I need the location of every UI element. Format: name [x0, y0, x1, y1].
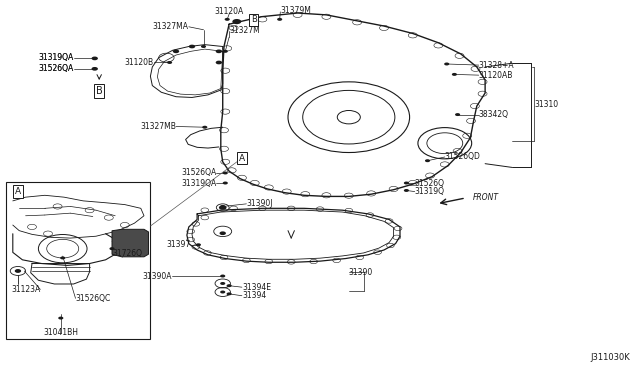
Text: 31041BH: 31041BH: [44, 328, 78, 337]
Text: 31327MB: 31327MB: [140, 122, 176, 131]
Text: 31327M: 31327M: [229, 26, 260, 35]
Circle shape: [60, 256, 65, 259]
Circle shape: [227, 284, 232, 287]
Text: 38342Q: 38342Q: [479, 110, 509, 119]
Text: 31526QC: 31526QC: [76, 294, 111, 303]
Circle shape: [232, 19, 241, 24]
Text: 31310: 31310: [534, 100, 559, 109]
Circle shape: [220, 291, 225, 294]
Text: A: A: [15, 187, 21, 196]
Text: J311030K: J311030K: [591, 353, 630, 362]
Text: 31319Q: 31319Q: [415, 187, 445, 196]
Text: 31394E: 31394E: [242, 283, 271, 292]
Circle shape: [425, 159, 430, 162]
Circle shape: [58, 317, 63, 320]
Text: 31390A: 31390A: [142, 272, 172, 280]
Circle shape: [452, 73, 457, 76]
Bar: [6, 182, 150, 339]
Circle shape: [109, 247, 115, 250]
Circle shape: [216, 49, 222, 53]
Circle shape: [277, 18, 282, 21]
Text: B: B: [251, 15, 257, 24]
Circle shape: [202, 126, 207, 129]
Circle shape: [404, 189, 409, 192]
Circle shape: [189, 45, 195, 48]
Circle shape: [444, 62, 449, 65]
Text: 31397: 31397: [166, 240, 191, 249]
Circle shape: [227, 292, 232, 295]
Text: 31328+A: 31328+A: [479, 61, 515, 70]
Text: A: A: [239, 154, 245, 163]
Circle shape: [220, 205, 225, 208]
Circle shape: [219, 205, 227, 210]
Circle shape: [220, 282, 225, 285]
Circle shape: [220, 275, 225, 278]
Circle shape: [455, 113, 460, 116]
Text: 31726Q: 31726Q: [112, 249, 142, 258]
Circle shape: [225, 18, 230, 21]
Text: 31526QA: 31526QA: [38, 64, 74, 73]
Circle shape: [223, 171, 228, 174]
Circle shape: [223, 182, 228, 185]
Text: 31526QA: 31526QA: [181, 169, 216, 177]
Circle shape: [173, 49, 179, 53]
Text: 31526Q: 31526Q: [415, 179, 445, 187]
Text: 31526QA: 31526QA: [38, 64, 74, 73]
Text: 31379M: 31379M: [280, 6, 311, 15]
Text: 31120B: 31120B: [124, 58, 154, 67]
Text: 31319QA: 31319QA: [38, 53, 74, 62]
Circle shape: [220, 231, 226, 235]
Circle shape: [404, 182, 409, 185]
Text: 31123A: 31123A: [12, 285, 41, 294]
Text: 31319QA: 31319QA: [181, 179, 216, 187]
Text: 31390J: 31390J: [246, 199, 273, 208]
Text: 31394: 31394: [242, 291, 266, 300]
Circle shape: [201, 45, 206, 48]
Text: 31390: 31390: [349, 268, 373, 277]
Circle shape: [216, 61, 222, 64]
Circle shape: [196, 243, 201, 246]
Text: 31319QA: 31319QA: [38, 53, 74, 62]
Text: 31327MA: 31327MA: [153, 22, 189, 31]
Text: B: B: [96, 86, 102, 96]
Circle shape: [15, 269, 20, 272]
Text: FRONT: FRONT: [472, 193, 499, 202]
Text: 31526QD: 31526QD: [445, 153, 481, 161]
Text: 31120A: 31120A: [214, 7, 244, 16]
Circle shape: [92, 67, 98, 71]
Polygon shape: [112, 229, 148, 257]
Circle shape: [15, 269, 21, 273]
Circle shape: [223, 50, 228, 53]
Circle shape: [92, 57, 98, 60]
Circle shape: [167, 61, 172, 64]
Text: 31120AB: 31120AB: [479, 71, 513, 80]
